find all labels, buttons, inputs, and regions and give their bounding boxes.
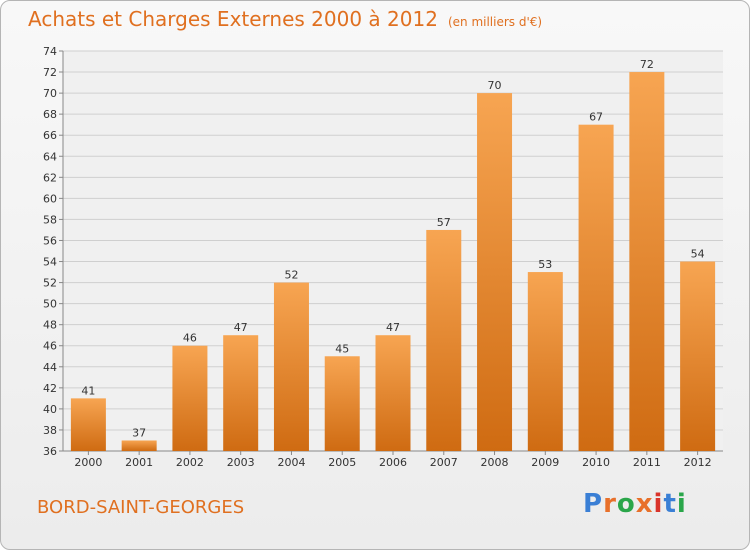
y-tick-label: 38 <box>43 424 57 437</box>
x-tick-label: 2010 <box>582 456 610 469</box>
data-label: 54 <box>691 248 705 261</box>
y-tick-label: 56 <box>43 234 57 247</box>
data-label: 53 <box>538 258 552 271</box>
y-tick-label: 42 <box>43 382 57 395</box>
y-tick-label: 62 <box>43 171 57 184</box>
bar <box>629 72 665 451</box>
x-tick-label: 2003 <box>227 456 255 469</box>
bar <box>680 261 716 451</box>
logo-letter: t <box>663 489 677 519</box>
logo-letter: i <box>676 489 687 519</box>
y-tick-label: 54 <box>43 256 57 269</box>
data-label: 70 <box>488 79 502 92</box>
logo-letter: x <box>635 489 654 519</box>
y-tick-label: 52 <box>43 277 57 290</box>
bar <box>527 272 563 451</box>
data-label: 57 <box>437 216 451 229</box>
place-name: BORD-SAINT-GEORGES <box>37 497 245 518</box>
logo-letter: P <box>583 489 604 519</box>
data-label: 52 <box>284 269 298 282</box>
chart-title: Achats et Charges Externes 2000 à 2012 (e… <box>28 7 542 31</box>
data-label: 37 <box>132 426 146 439</box>
x-tick-label: 2007 <box>430 456 458 469</box>
bar <box>273 282 309 451</box>
x-tick-label: 2004 <box>277 456 305 469</box>
data-label: 47 <box>386 321 400 334</box>
chart-title-text: Achats et Charges Externes 2000 à 2012 <box>28 7 438 31</box>
y-tick-label: 74 <box>43 45 57 58</box>
bar <box>223 335 259 451</box>
x-tick-label: 2000 <box>74 456 102 469</box>
bar <box>172 345 208 451</box>
logo-letter: i <box>653 489 664 519</box>
x-tick-label: 2011 <box>633 456 661 469</box>
data-label: 47 <box>234 321 248 334</box>
data-label: 67 <box>589 111 603 124</box>
y-tick-label: 68 <box>43 108 57 121</box>
proxiti-logo: Proxiti <box>583 489 687 519</box>
y-tick-label: 46 <box>43 340 57 353</box>
data-label: 41 <box>81 384 95 397</box>
x-tick-label: 2009 <box>531 456 559 469</box>
y-tick-label: 64 <box>43 150 57 163</box>
bar <box>324 356 360 451</box>
x-tick-label: 2001 <box>125 456 153 469</box>
y-tick-label: 36 <box>43 445 57 458</box>
logo-letter: r <box>603 489 617 519</box>
y-tick-label: 48 <box>43 319 57 332</box>
bar <box>426 229 462 451</box>
bar <box>578 124 614 452</box>
data-label: 72 <box>640 58 654 71</box>
y-tick-label: 40 <box>43 403 57 416</box>
x-tick-label: 2002 <box>176 456 204 469</box>
bar <box>477 93 513 452</box>
bar <box>121 440 157 451</box>
y-tick-label: 72 <box>43 66 57 79</box>
y-tick-label: 58 <box>43 213 57 226</box>
y-tick-label: 60 <box>43 192 57 205</box>
y-tick-label: 44 <box>43 361 57 374</box>
x-tick-label: 2006 <box>379 456 407 469</box>
chart-unit-text: (en milliers d'€) <box>447 15 543 29</box>
logo-letter: o <box>616 489 636 519</box>
y-tick-label: 70 <box>43 87 57 100</box>
data-label: 45 <box>335 342 349 355</box>
bar <box>70 398 106 451</box>
y-tick-label: 66 <box>43 129 57 142</box>
data-label: 46 <box>183 332 197 345</box>
y-tick-label: 50 <box>43 298 57 311</box>
x-tick-label: 2008 <box>481 456 509 469</box>
x-tick-label: 2005 <box>328 456 356 469</box>
x-tick-label: 2012 <box>684 456 712 469</box>
bar <box>375 335 411 451</box>
